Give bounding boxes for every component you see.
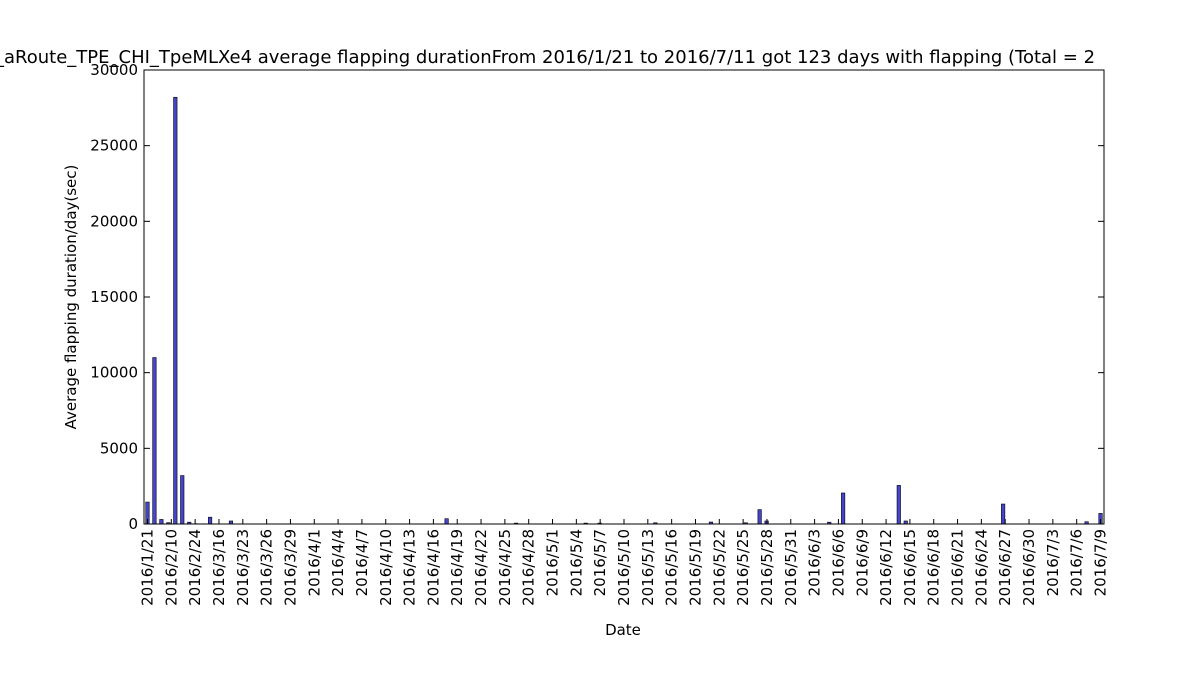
x-tick-label: 2016/4/28 — [520, 529, 538, 606]
x-tick-label: 2016/6/9 — [853, 529, 871, 596]
x-tick-label: 2016/7/9 — [1092, 529, 1110, 596]
y-axis-label: Average flapping duration/day(sec) — [62, 165, 80, 430]
bar — [841, 492, 846, 525]
x-tick-label: 2016/3/29 — [281, 529, 299, 606]
x-tick-label: 2016/6/3 — [806, 529, 824, 596]
x-tick-label: 2016/7/6 — [1068, 529, 1086, 596]
x-tick-label: 2016/1/21 — [139, 529, 157, 606]
bar — [896, 485, 901, 525]
x-tick-label: 2016/6/30 — [1020, 529, 1038, 606]
x-tick-label: 2016/4/1 — [305, 529, 323, 596]
x-tick-label: 2016/5/19 — [686, 529, 704, 606]
y-tick-label: 30000 — [90, 61, 138, 79]
plot-frame — [143, 69, 1105, 525]
y-tick-label: 0 — [128, 515, 138, 533]
bar — [180, 475, 185, 525]
bar — [152, 357, 157, 525]
x-tick-label: 2016/5/13 — [639, 529, 657, 606]
x-tick-label: 2016/4/4 — [329, 529, 347, 596]
x-tick-label: 2016/5/31 — [782, 529, 800, 606]
x-tick-label: 2016/5/4 — [567, 529, 585, 596]
x-tick-label: 2016/6/15 — [901, 529, 919, 606]
bar — [159, 519, 164, 525]
x-tick-label: 2016/7/3 — [1044, 529, 1062, 596]
x-tick-label: 2016/6/12 — [877, 529, 895, 606]
bar — [444, 518, 449, 525]
x-tick-label: 2016/5/16 — [663, 529, 681, 606]
x-tick-label: 2016/4/10 — [377, 529, 395, 606]
x-tick-label: 2016/3/26 — [258, 529, 276, 606]
x-tick-label: 2016/6/18 — [925, 529, 943, 606]
y-tick-label: 5000 — [100, 439, 138, 457]
x-tick-label: 2016/4/19 — [448, 529, 466, 606]
x-tick-label: 2016/5/7 — [591, 529, 609, 596]
x-tick-label: 2016/6/21 — [949, 529, 967, 606]
x-tick-label: 2016/6/27 — [996, 529, 1014, 606]
x-tick-label: 2016/5/28 — [758, 529, 776, 606]
x-tick-label: 2016/4/13 — [401, 529, 419, 606]
bar — [1001, 503, 1006, 525]
x-tick-label: 2016/6/6 — [829, 529, 847, 596]
chart-title: _aRoute_TPE_CHI_TpeMLXe4 average flappin… — [0, 47, 1095, 68]
bars-group — [145, 96, 1103, 525]
x-tick-label: 2016/5/25 — [734, 529, 752, 606]
x-tick-label: 2016/4/22 — [472, 529, 490, 606]
x-tick-label: 2016/5/10 — [615, 529, 633, 606]
y-tick-label: 10000 — [90, 364, 138, 382]
bar — [757, 509, 762, 525]
x-tick-label: 2016/5/22 — [710, 529, 728, 606]
y-axis-ticks: 0 5000 10000 15000 20000 25000 30000 — [90, 61, 1104, 533]
x-tick-label: 2016/4/7 — [353, 529, 371, 596]
y-tick-label: 15000 — [90, 288, 138, 306]
x-tick-label: 2016/3/23 — [234, 529, 252, 606]
x-tick-label: 2016/4/25 — [496, 529, 514, 606]
y-tick-label: 25000 — [90, 137, 138, 155]
x-tick-label: 2016/3/16 — [210, 529, 228, 606]
x-tick-label: 2016/2/10 — [162, 529, 180, 606]
x-tick-label: 2016/5/1 — [544, 529, 562, 596]
x-tick-label: 2016/6/24 — [972, 529, 990, 606]
bar — [173, 96, 178, 525]
bar — [208, 516, 213, 525]
x-axis-label: Date — [605, 621, 641, 639]
x-tick-label: 2016/2/24 — [186, 529, 204, 606]
x-axis-ticks: 2016/1/21 2016/2/10 2016/2/24 2016/3/16 2016… — [139, 519, 1110, 606]
x-tick-label: 2016/4/16 — [424, 529, 442, 606]
y-tick-label: 20000 — [90, 212, 138, 230]
